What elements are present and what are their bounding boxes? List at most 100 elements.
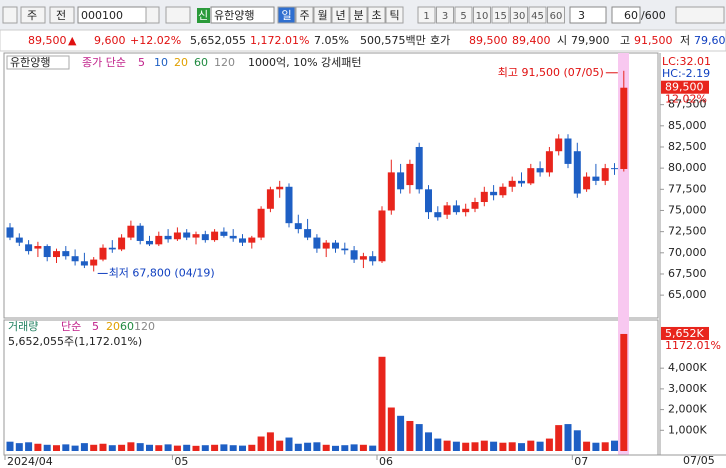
period-button[interactable] xyxy=(349,6,368,24)
volume-bar xyxy=(518,443,525,451)
count-input[interactable] xyxy=(611,6,641,24)
quote-amount: 500,575백만 xyxy=(360,34,426,47)
candle-body xyxy=(536,168,544,173)
candle-body xyxy=(480,191,488,203)
pattern-label: 1000억, 10% 강세패턴 xyxy=(248,56,362,69)
quote-open-label: 시 xyxy=(557,34,567,47)
quote-low-label: 저 xyxy=(680,34,690,47)
candle-body xyxy=(136,225,144,241)
candle-body xyxy=(62,251,70,257)
price-panel xyxy=(3,52,659,319)
volume-bar xyxy=(127,442,135,451)
ma-period: 60 xyxy=(194,56,208,69)
volume-bar xyxy=(62,444,70,451)
minute-button[interactable] xyxy=(473,6,491,24)
quote-high-label: 고 xyxy=(620,34,630,47)
y-tick-label: 85,000 xyxy=(668,119,707,132)
volume-bar xyxy=(276,440,284,451)
period-button[interactable] xyxy=(277,6,296,24)
volume-bar xyxy=(406,420,414,451)
vol-ma-period: 5 xyxy=(92,320,99,333)
candle-body xyxy=(527,168,535,184)
period-button[interactable] xyxy=(367,6,386,24)
volume-bar xyxy=(304,442,312,451)
candle-body xyxy=(462,208,470,213)
period-button[interactable] xyxy=(331,6,350,24)
volume-bar xyxy=(350,444,358,451)
x-tick-label: 06 xyxy=(379,455,393,468)
count: 60 xyxy=(624,9,638,22)
minute-select[interactable] xyxy=(569,6,607,24)
volume-bar xyxy=(192,445,200,451)
candle-body xyxy=(490,191,498,196)
code: 000100 xyxy=(81,9,123,22)
last-date: 07/05 xyxy=(683,454,715,467)
minute-label: 60 xyxy=(550,11,563,22)
candle-body xyxy=(211,231,219,241)
period-label: 년 xyxy=(335,9,345,22)
prev-button[interactable] xyxy=(49,6,75,24)
minute-button[interactable] xyxy=(436,6,454,24)
period-button[interactable] xyxy=(313,6,332,24)
period-button[interactable] xyxy=(295,6,314,24)
quote-bid-label: 호가 xyxy=(430,34,450,47)
sound-button[interactable] xyxy=(165,6,191,24)
y-tick-label: 82,500 xyxy=(668,140,707,153)
candle-body xyxy=(15,237,23,243)
market-select[interactable] xyxy=(20,6,46,24)
code-dropdown[interactable] xyxy=(145,6,160,24)
candle-body xyxy=(229,235,237,239)
high-note: 최고 91,500 (07/05) xyxy=(498,66,604,79)
volume-bar xyxy=(248,444,256,451)
minute-value: 3 xyxy=(578,9,585,22)
candle-body xyxy=(294,223,302,230)
period-label: 월 xyxy=(317,9,327,22)
candle-body xyxy=(425,189,432,213)
y-tick-label: 75,000 xyxy=(668,203,707,216)
candle-body xyxy=(146,240,153,245)
menu-button[interactable] xyxy=(2,6,18,24)
minute-button[interactable] xyxy=(547,6,565,24)
volume-bar xyxy=(611,440,618,451)
volume-subtitle: 5,652,055주(1,172.01%) xyxy=(8,335,142,348)
y-tick-label: 65,000 xyxy=(668,288,707,301)
minute-label: 30 xyxy=(513,11,526,22)
minute-button[interactable] xyxy=(454,6,473,24)
volume-bar xyxy=(369,445,377,451)
volume-bar xyxy=(397,415,405,451)
minute-label: 3 xyxy=(442,11,448,22)
volume-bar xyxy=(313,442,321,451)
y-tick-label: 87,500 xyxy=(668,98,707,111)
candle-body xyxy=(239,238,246,243)
quote-low: 79,60 xyxy=(694,34,726,47)
last-price-box xyxy=(661,80,709,94)
minute-label: 10 xyxy=(476,11,489,22)
volume-bar xyxy=(294,443,302,451)
market: 주 xyxy=(27,9,37,22)
candle-body xyxy=(415,146,423,190)
candle-body xyxy=(173,232,181,240)
candle-body xyxy=(99,247,107,260)
candle-body xyxy=(545,151,553,173)
volume-bar xyxy=(359,444,367,451)
quote-open: 79,900 xyxy=(571,34,610,47)
minute-button[interactable] xyxy=(417,6,436,24)
minute-label: 1 xyxy=(423,11,429,22)
period-button[interactable] xyxy=(385,6,404,24)
candle-body xyxy=(248,237,256,243)
minute-button[interactable] xyxy=(510,6,528,24)
quote-turnover: 7.05% xyxy=(314,34,349,47)
minute-button[interactable] xyxy=(528,6,547,24)
candle-body xyxy=(313,237,321,249)
candle-body xyxy=(443,205,451,215)
volume-bar xyxy=(415,424,423,451)
volume-bar xyxy=(257,436,265,451)
candle-body xyxy=(583,176,591,190)
minute-button[interactable] xyxy=(491,6,510,24)
vol-y-tick-label: 4,000K xyxy=(668,361,707,374)
name-box xyxy=(210,6,275,24)
quote-change: 9,600 xyxy=(94,34,126,47)
candle-body xyxy=(192,234,200,238)
tool-icons[interactable] xyxy=(675,6,725,24)
